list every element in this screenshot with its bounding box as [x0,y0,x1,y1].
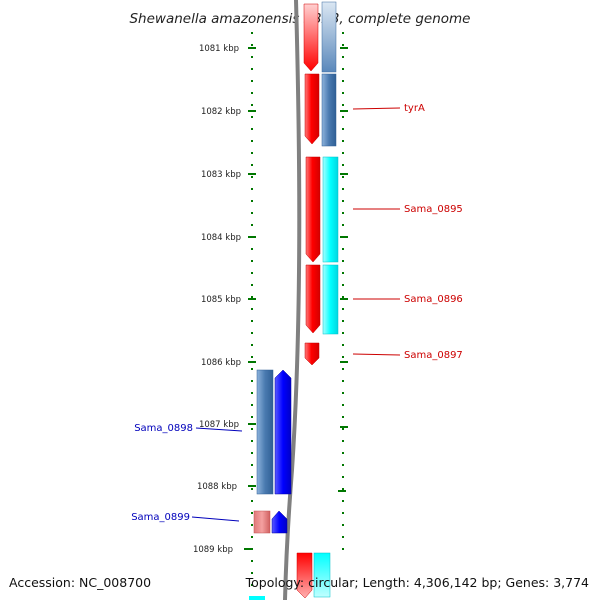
label-sama-0898[interactable]: Sama_0898 [134,423,193,434]
cds-block-cyan-1[interactable] [322,156,339,263]
genome-summary-text: Topology: circular; Length: 4,306,142 bp… [245,575,589,590]
gene-arrow-red-bottom[interactable] [296,552,313,599]
gene-arrow-red-1[interactable] [303,3,319,72]
ticks-left [244,47,256,550]
label-tyrA[interactable]: tyrA [404,103,425,114]
cds-block-cyan-bottom[interactable] [313,552,331,598]
genome-backbone [283,0,302,600]
tick-label-1089: 1089 kbp [193,545,233,555]
cds-block-sama-0899[interactable] [253,510,271,534]
cds-block-steel-1[interactable] [321,1,337,73]
gene-arrow-tyrA[interactable] [304,73,320,145]
gene-arrow-sama-0896[interactable] [305,264,321,334]
tick-label-1086: 1086 kbp [201,358,241,368]
tick-label-1087: 1087 kbp [199,420,239,430]
tick-label-1088: 1088 kbp [197,482,237,492]
label-sama-0895[interactable]: Sama_0895 [404,204,463,215]
forward-genes[interactable] [296,3,321,599]
label-sama-0896[interactable]: Sama_0896 [404,294,463,305]
cds-block-sama-0898[interactable] [256,369,274,495]
tick-labels: 1081 kbp 1082 kbp 1083 kbp 1084 kbp 1085… [193,44,241,555]
label-sama-0899[interactable]: Sama_0899 [131,512,190,523]
tick-label-1084: 1084 kbp [201,233,241,243]
ticks-right [338,47,348,492]
gene-arrow-sama-0899[interactable] [271,510,288,534]
leader-lines [191,107,401,522]
ruler [251,32,344,600]
forward-cds[interactable] [249,1,339,600]
map-title: Shewanella amazonensis SB2B, complete ge… [129,11,470,27]
leader-tyrA [352,107,401,110]
leader-sama-0897 [352,353,401,356]
tick-label-1082: 1082 kbp [201,107,241,117]
gene-arrow-sama-0895[interactable] [305,156,321,263]
cds-block-steel-2[interactable] [321,73,337,147]
leader-sama-0898 [195,427,243,432]
label-sama-0897[interactable]: Sama_0897 [404,350,463,361]
gene-arrow-sama-0897[interactable] [304,342,320,366]
reverse-genes[interactable] [253,369,292,534]
cds-block-cyan-edge[interactable] [249,596,265,600]
gene-labels[interactable]: tyrA Sama_0895 Sama_0896 Sama_0897 Sama_… [131,103,463,523]
tick-label-1081: 1081 kbp [199,44,239,54]
gene-arrow-sama-0898[interactable] [274,369,292,495]
tick-label-1083: 1083 kbp [201,170,241,180]
accession-text: Accession: NC_008700 [9,575,151,590]
cds-block-cyan-2[interactable] [322,264,339,335]
leader-sama-0899 [191,516,240,522]
tick-label-1085: 1085 kbp [201,295,241,305]
